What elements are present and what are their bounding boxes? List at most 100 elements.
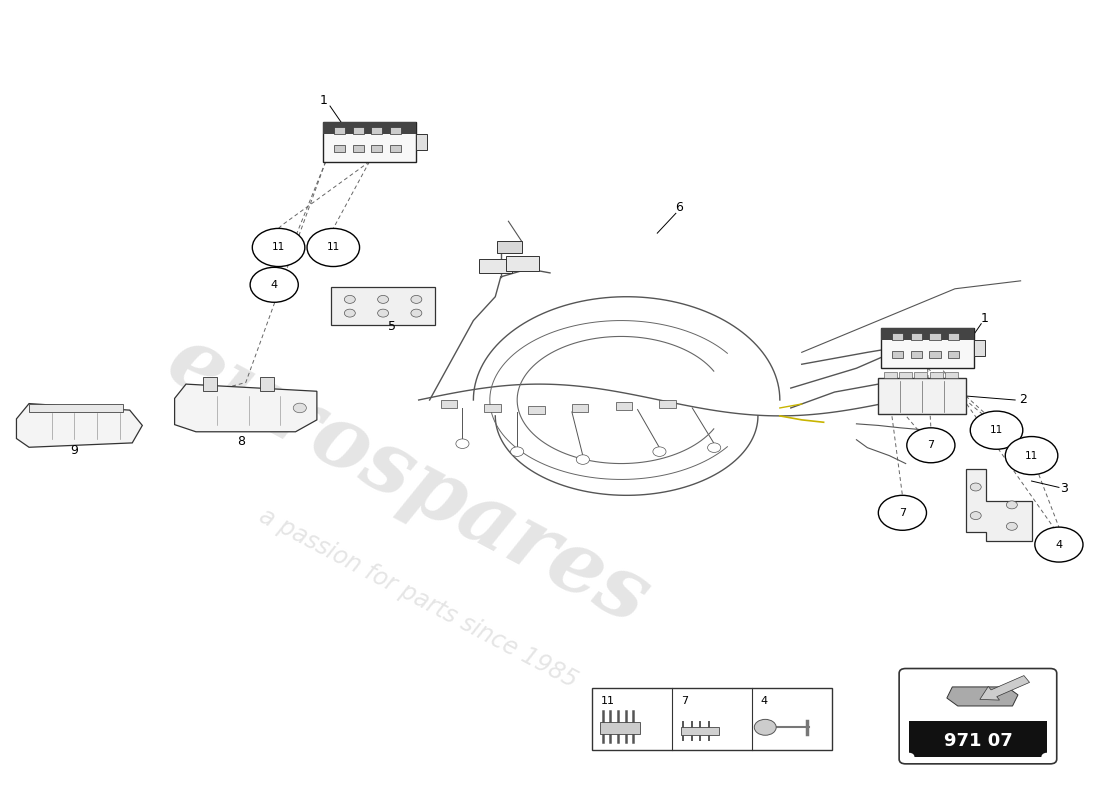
Text: 8: 8 (238, 435, 245, 448)
Circle shape (755, 719, 777, 735)
Bar (911, 334, 922, 341)
Bar (334, 145, 345, 152)
Circle shape (970, 512, 981, 519)
Bar (484, 404, 500, 412)
Circle shape (252, 229, 305, 266)
Bar (892, 334, 903, 341)
Text: 11: 11 (1025, 450, 1038, 461)
Bar (497, 241, 521, 253)
Text: 5: 5 (388, 320, 396, 333)
Bar (372, 145, 383, 152)
FancyArrow shape (980, 675, 1030, 700)
Text: 3: 3 (1060, 482, 1068, 495)
Bar (506, 256, 539, 270)
Bar (914, 372, 927, 378)
Circle shape (411, 309, 421, 317)
Bar (334, 126, 345, 134)
Circle shape (707, 443, 721, 453)
Bar (29, 405, 123, 412)
Bar (892, 351, 903, 358)
Bar (260, 377, 274, 391)
Bar (592, 687, 833, 750)
Text: 7: 7 (681, 696, 688, 706)
Bar (528, 406, 544, 414)
FancyBboxPatch shape (899, 669, 1057, 764)
Circle shape (307, 229, 360, 266)
Circle shape (344, 295, 355, 303)
Circle shape (250, 267, 298, 302)
Text: 11: 11 (327, 242, 340, 253)
Text: 11: 11 (990, 425, 1003, 435)
Bar (659, 400, 675, 408)
Circle shape (377, 295, 388, 303)
Bar (372, 126, 383, 134)
Bar (616, 402, 632, 410)
Bar (681, 727, 719, 735)
Polygon shape (16, 403, 142, 447)
Circle shape (377, 309, 388, 317)
Polygon shape (947, 687, 1018, 706)
Polygon shape (331, 287, 436, 326)
Bar (881, 329, 975, 341)
Text: 4: 4 (1055, 539, 1063, 550)
Bar (204, 377, 218, 391)
Text: eurospares: eurospares (153, 318, 663, 642)
Bar (389, 126, 402, 134)
Circle shape (970, 411, 1023, 450)
Circle shape (294, 403, 307, 413)
Text: a passion for parts since 1985: a passion for parts since 1985 (255, 504, 582, 693)
Circle shape (1006, 501, 1018, 509)
Circle shape (906, 428, 955, 462)
Bar (572, 404, 588, 412)
Circle shape (344, 309, 355, 317)
Circle shape (1005, 437, 1058, 474)
Bar (945, 372, 958, 378)
Bar (353, 145, 364, 152)
Bar (911, 351, 922, 358)
Text: 4: 4 (271, 280, 278, 290)
Bar (930, 334, 940, 341)
Circle shape (1006, 522, 1018, 530)
Bar (930, 372, 943, 378)
Bar (323, 122, 416, 162)
Circle shape (455, 439, 469, 449)
Bar (601, 722, 640, 734)
Circle shape (1042, 753, 1053, 761)
Bar (975, 341, 986, 356)
Bar (899, 372, 912, 378)
Bar (878, 378, 966, 414)
Circle shape (576, 455, 590, 464)
Circle shape (970, 483, 981, 491)
Text: 971 07: 971 07 (944, 732, 1012, 750)
Text: 9: 9 (70, 444, 78, 458)
Text: 2: 2 (1019, 394, 1026, 406)
Bar (441, 400, 456, 408)
Circle shape (1035, 527, 1084, 562)
Bar (909, 721, 1047, 757)
Text: 11: 11 (272, 242, 285, 253)
Text: 7: 7 (927, 440, 934, 450)
Text: 4: 4 (761, 696, 768, 706)
Text: 1: 1 (319, 94, 328, 107)
Bar (881, 329, 975, 368)
Bar (389, 145, 402, 152)
Bar (353, 126, 364, 134)
Circle shape (903, 753, 914, 761)
Circle shape (878, 495, 926, 530)
Text: 1: 1 (980, 313, 989, 326)
Circle shape (510, 447, 524, 457)
Bar (948, 334, 959, 341)
Circle shape (411, 295, 421, 303)
Text: 6: 6 (675, 202, 683, 214)
Text: 7: 7 (899, 508, 906, 518)
Bar (323, 122, 416, 134)
Circle shape (653, 447, 666, 457)
Bar (930, 351, 940, 358)
Polygon shape (175, 384, 317, 432)
Bar (478, 258, 512, 273)
Bar (883, 372, 896, 378)
Text: 11: 11 (601, 696, 614, 706)
Polygon shape (966, 469, 1032, 541)
Bar (416, 134, 427, 150)
Bar (948, 351, 959, 358)
